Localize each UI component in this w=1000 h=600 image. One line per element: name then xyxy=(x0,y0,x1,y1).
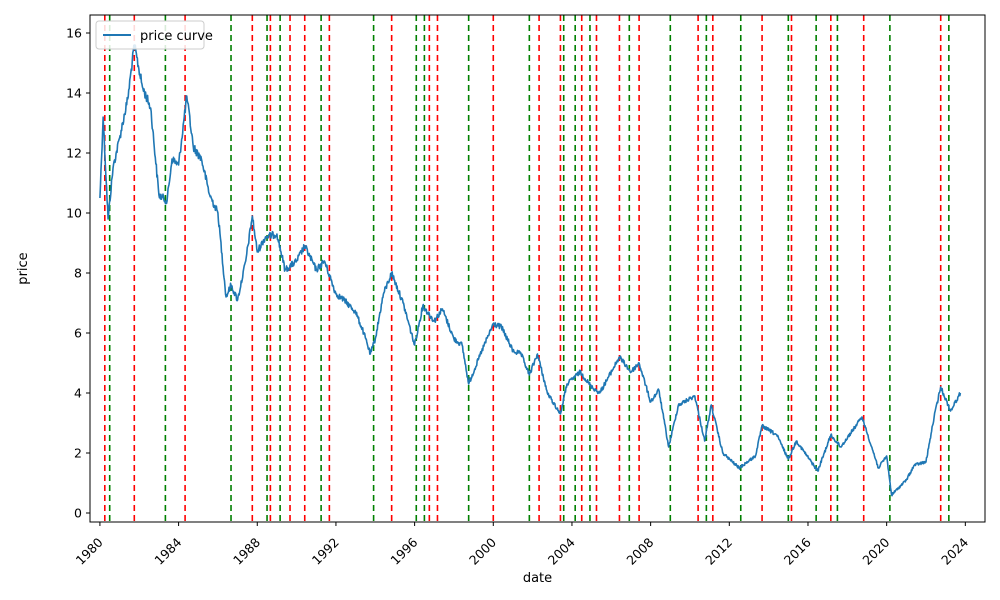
y-tick-label: 16 xyxy=(66,26,82,41)
y-tick-label: 12 xyxy=(66,146,82,161)
y-axis-ticks: 0 2 4 6 8 10 12 14 16 xyxy=(66,26,90,521)
legend-label: price curve xyxy=(140,29,213,44)
y-tick-label: 14 xyxy=(66,86,82,101)
y-tick-label: 4 xyxy=(74,386,82,401)
y-tick-label: 6 xyxy=(74,326,82,341)
legend-box xyxy=(95,20,205,50)
y-tick-label: 10 xyxy=(66,206,82,221)
y-axis-title: price xyxy=(16,252,31,284)
plot-frame xyxy=(89,14,986,523)
series-line-price-curve xyxy=(99,44,962,497)
y-tick-label: 8 xyxy=(74,266,82,281)
y-tick-label: 2 xyxy=(74,446,82,461)
legend: price curve xyxy=(95,20,213,50)
x-axis-title: date xyxy=(523,571,552,586)
series-layer xyxy=(99,44,962,497)
y-tick-label: 0 xyxy=(74,506,82,521)
